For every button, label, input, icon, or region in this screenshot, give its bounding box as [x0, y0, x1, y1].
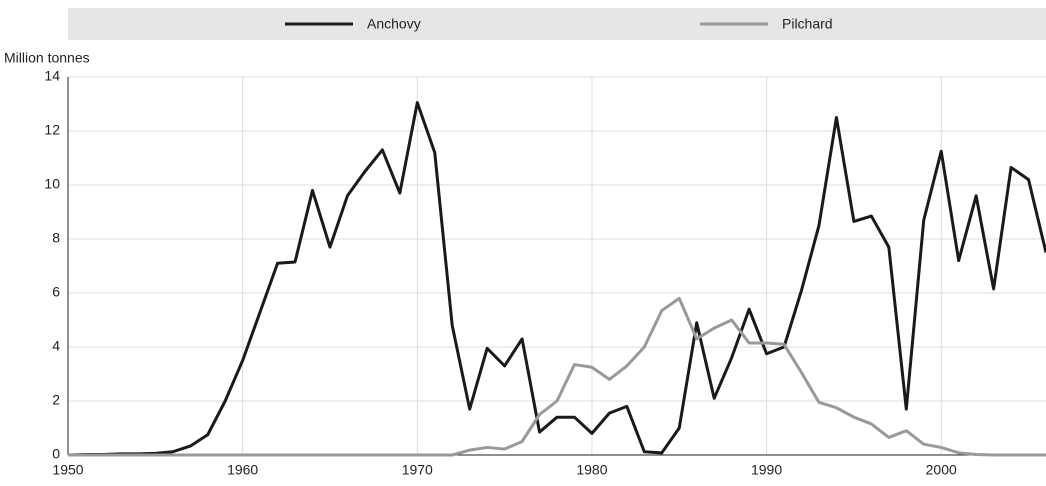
line-series	[68, 296, 1046, 457]
line-series	[67, 101, 1046, 457]
y-tick-label: 12	[44, 122, 60, 138]
x-tick-label: 2000	[926, 462, 957, 478]
x-tick-label: 1950	[52, 462, 83, 478]
y-tick-label: 8	[52, 230, 60, 246]
y-axis-label: Million tonnes	[4, 50, 90, 66]
y-tick-label: 4	[52, 338, 60, 354]
y-tick-label: 6	[52, 284, 60, 300]
y-tick-label: 0	[52, 446, 60, 462]
y-tick-label: 2	[52, 392, 60, 408]
x-tick-label: 1960	[227, 462, 258, 478]
x-tick-label: 1990	[751, 462, 782, 478]
legend-label: Pilchard	[782, 16, 833, 32]
legend-label: Anchovy	[367, 16, 421, 32]
x-tick-label: 1980	[576, 462, 607, 478]
x-tick-label: 1970	[402, 462, 433, 478]
y-tick-label: 10	[44, 176, 60, 192]
legend-bar	[68, 8, 1046, 40]
y-tick-label: 14	[44, 68, 60, 84]
